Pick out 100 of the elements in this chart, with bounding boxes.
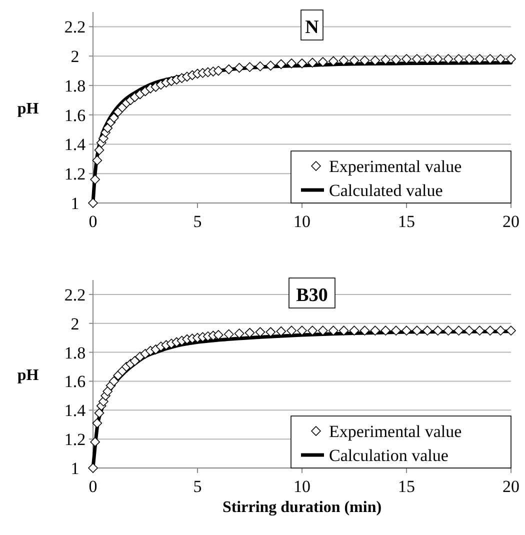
y-tick-label: 1.6 [64,106,86,125]
point [349,326,360,336]
point [90,437,100,447]
point [474,326,485,336]
point [422,326,432,336]
point [308,326,318,336]
y-tick-label: 1 [70,459,80,478]
point [297,58,307,68]
point [328,56,338,66]
point [224,64,234,74]
point [266,60,276,71]
x-tick-label: 10 [294,477,310,496]
point [94,408,104,418]
point [286,326,296,336]
point [443,326,454,336]
point [92,155,102,166]
point [474,54,485,64]
point [214,330,224,340]
point [224,329,234,340]
point [391,54,401,65]
y-tick-label: 1.8 [64,343,86,362]
point [102,386,113,396]
chart-title: N [305,17,320,38]
y-tick-label: 1.4 [64,401,86,420]
x-tick-label: 15 [398,477,415,496]
point [255,61,266,72]
y-tick-label: 1 [70,194,80,213]
y-tick-label: 2.2 [64,285,86,304]
y-tick-label: 1.2 [64,430,86,450]
x-tick-label: 20 [502,477,520,496]
point [380,326,390,336]
point [370,56,380,66]
y-tick-label: 1.8 [64,76,86,96]
point [370,326,380,336]
point [402,54,412,64]
point [234,62,244,73]
point [380,54,390,65]
point [244,62,255,72]
point [338,56,349,66]
point [266,327,276,337]
legend-label: Calculation value [329,446,448,465]
point [506,326,516,336]
point [422,54,432,64]
point [328,326,338,336]
point [244,328,255,338]
y-tick-label: 1.2 [64,164,86,184]
point [92,418,102,428]
point [464,326,474,336]
point [464,54,474,64]
point [234,328,244,338]
point [90,174,100,184]
point [360,56,370,66]
y-tick-label: 2 [70,47,80,66]
y-axis-title: pH [17,100,40,118]
point [432,326,443,336]
point [360,326,370,336]
point [454,326,464,336]
point [102,123,113,133]
point [432,54,443,64]
y-tick-label: 1.6 [64,372,86,392]
x-tick-label: 0 [88,477,98,496]
point [130,356,140,366]
point [276,326,286,336]
point [214,66,224,76]
point [109,376,119,386]
legend-label: Experimental value [329,422,462,441]
point [496,326,506,336]
point [412,326,422,336]
point [286,58,296,68]
x-tick-label: 15 [398,212,415,231]
y-tick-label: 1.4 [64,135,86,154]
legend-label: Calculated value [329,181,443,200]
point [297,326,307,336]
y-tick-label: 2.2 [64,18,86,37]
x-tick-label: 10 [294,212,310,231]
point [402,326,412,336]
point [338,326,349,336]
point [412,54,422,64]
x-tick-label: 5 [193,477,202,496]
point [318,57,328,67]
point [140,348,150,359]
point [94,145,104,156]
x-axis-title: Stirring duration (min) [222,499,382,516]
point [485,54,495,64]
point [109,112,119,123]
point [443,54,454,64]
chart-title: B30 [296,285,328,306]
point [454,54,464,64]
y-tick-label: 2 [70,314,80,334]
x-tick-label: 5 [193,212,202,231]
point [391,326,401,336]
point [255,327,266,337]
point [349,56,360,66]
y-axis-title: pH [17,367,40,384]
point [318,326,328,336]
point [308,58,318,68]
point [276,59,286,70]
x-tick-label: 20 [502,212,520,231]
x-tick-label: 0 [88,212,98,231]
point [485,326,495,336]
